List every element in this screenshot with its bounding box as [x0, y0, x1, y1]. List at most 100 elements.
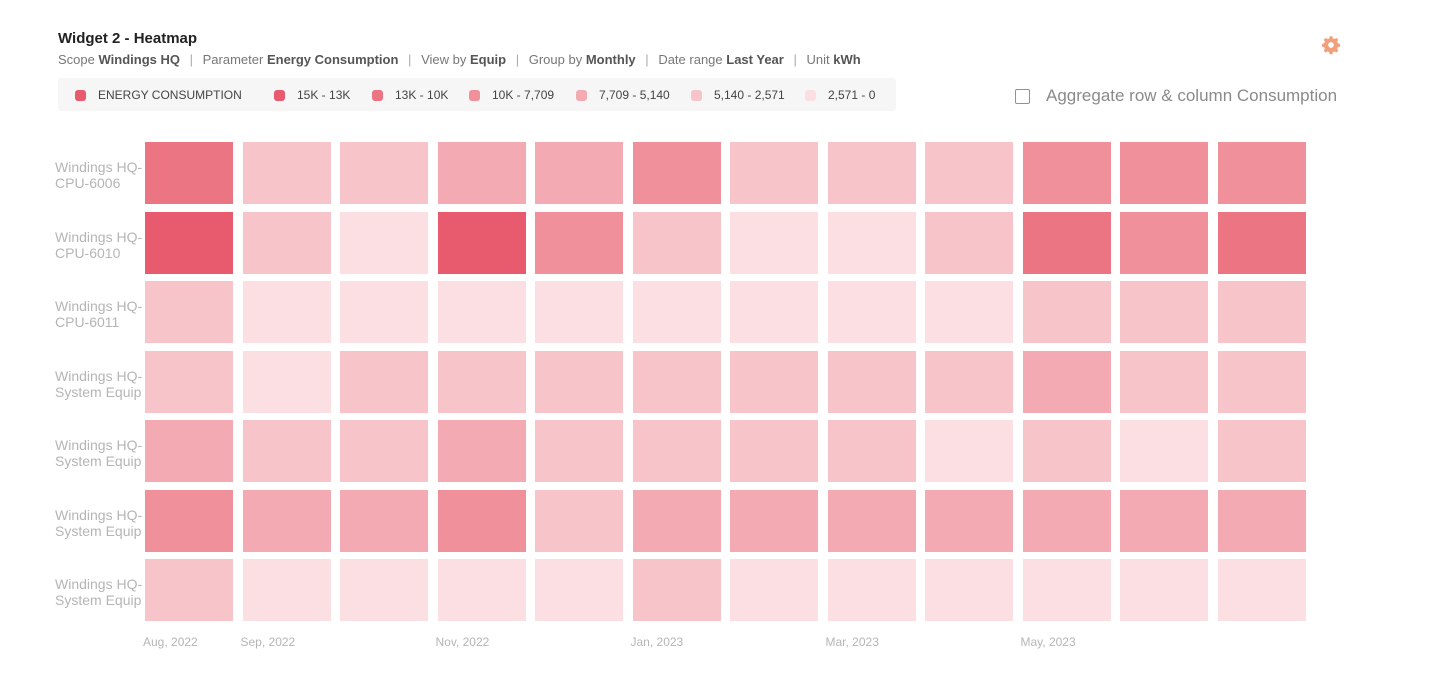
gear-icon[interactable] [1321, 35, 1341, 55]
heatmap-cell[interactable] [827, 350, 916, 413]
heatmap-cell[interactable] [925, 489, 1013, 552]
heatmap-cell[interactable] [145, 142, 233, 204]
groupby-value: Monthly [585, 52, 636, 67]
heatmap-cell[interactable] [340, 281, 428, 343]
heatmap-cell[interactable] [632, 489, 721, 552]
heatmap-cell[interactable] [145, 211, 233, 274]
heatmap-cell[interactable] [827, 211, 916, 274]
row-label: Windings HQ-CPU-6006 [55, 159, 143, 191]
unit-label: Unit [806, 52, 830, 67]
aggregate-checkbox[interactable] [1015, 88, 1030, 104]
heatmap-cell[interactable] [925, 211, 1013, 274]
heatmap-cell[interactable] [827, 281, 916, 343]
heatmap-cell[interactable] [1120, 559, 1208, 621]
heatmap-cell[interactable] [1022, 281, 1111, 343]
heatmap-cell[interactable] [827, 142, 916, 204]
heatmap-cell[interactable] [145, 489, 233, 552]
legend-range-5: 5,140 - 2,571 [691, 88, 785, 102]
heatmap-cell[interactable] [1217, 281, 1306, 343]
heatmap-cell[interactable] [730, 142, 818, 204]
heatmap-cell[interactable] [632, 142, 721, 204]
heatmap-cell[interactable] [1120, 281, 1208, 343]
legend-series: ENERGY CONSUMPTION [75, 88, 242, 102]
heatmap-cell[interactable] [437, 489, 526, 552]
heatmap-cell[interactable] [632, 420, 721, 482]
scope-label: Scope [58, 52, 95, 67]
heatmap-cell[interactable] [535, 211, 623, 274]
heatmap-cell[interactable] [1217, 489, 1306, 552]
heatmap-cell[interactable] [437, 559, 526, 621]
heatmap-cell[interactable] [1217, 559, 1306, 621]
heatmap-cell[interactable] [145, 559, 233, 621]
heatmap-cell[interactable] [535, 350, 623, 413]
heatmap-cell[interactable] [1022, 420, 1111, 482]
heatmap-cell[interactable] [1022, 559, 1111, 621]
heatmap-cell[interactable] [242, 489, 331, 552]
heatmap-cell[interactable] [340, 142, 428, 204]
heatmap-cell[interactable] [437, 350, 526, 413]
heatmap-cell[interactable] [242, 142, 331, 204]
legend-range-label: 13K - 10K [395, 88, 449, 102]
heatmap-cell[interactable] [535, 559, 623, 621]
heatmap-cell[interactable] [242, 281, 331, 343]
separator: | [189, 52, 194, 67]
heatmap-cell[interactable] [437, 420, 526, 482]
heatmap-cell[interactable] [242, 211, 331, 274]
heatmap-cell[interactable] [1120, 142, 1208, 204]
heatmap-cell[interactable] [730, 489, 818, 552]
heatmap-cell[interactable] [827, 559, 916, 621]
heatmap-cell[interactable] [1120, 489, 1208, 552]
heatmap-cell[interactable] [437, 211, 526, 274]
x-tick-label: Aug, 2022 [143, 635, 198, 649]
heatmap-cell[interactable] [1120, 211, 1208, 274]
heatmap-cell[interactable] [730, 420, 818, 482]
heatmap-cell[interactable] [730, 559, 818, 621]
heatmap-cell[interactable] [535, 420, 623, 482]
heatmap-cell[interactable] [340, 420, 428, 482]
heatmap-cell[interactable] [535, 142, 623, 204]
heatmap-cell[interactable] [1120, 420, 1208, 482]
heatmap-cell[interactable] [925, 281, 1013, 343]
heatmap-cell[interactable] [242, 559, 331, 621]
x-tick-label: May, 2023 [1020, 635, 1076, 649]
heatmap-cell[interactable] [145, 420, 233, 482]
heatmap-cell[interactable] [1022, 350, 1111, 413]
heatmap-cell[interactable] [242, 420, 331, 482]
heatmap-cell[interactable] [437, 142, 526, 204]
heatmap-cell[interactable] [730, 211, 818, 274]
heatmap-cell[interactable] [1120, 350, 1208, 413]
heatmap-cell[interactable] [925, 420, 1013, 482]
heatmap-cell[interactable] [827, 489, 916, 552]
heatmap-cell[interactable] [1217, 420, 1306, 482]
aggregate-toggle[interactable]: Aggregate row & column Consumption [1015, 86, 1337, 106]
heatmap-cell[interactable] [145, 281, 233, 343]
heatmap-cell[interactable] [340, 211, 428, 274]
heatmap-cell[interactable] [437, 281, 526, 343]
heatmap-cell[interactable] [1022, 211, 1111, 274]
heatmap-cell[interactable] [1022, 489, 1111, 552]
heatmap-cell[interactable] [242, 350, 331, 413]
heatmap-cell[interactable] [730, 281, 818, 343]
heatmap-cell[interactable] [1217, 211, 1306, 274]
heatmap-cell[interactable] [535, 489, 623, 552]
heatmap-cell[interactable] [145, 350, 233, 413]
heatmap-cell[interactable] [925, 350, 1013, 413]
heatmap-cell[interactable] [1022, 142, 1111, 204]
heatmap-cell[interactable] [1217, 350, 1306, 413]
heatmap-cell[interactable] [340, 559, 428, 621]
heatmap-cell[interactable] [535, 281, 623, 343]
x-tick-label: Mar, 2023 [825, 635, 879, 649]
row-label: Windings HQ-System Equip [55, 576, 143, 608]
heatmap-cell[interactable] [632, 350, 721, 413]
heatmap-cell[interactable] [730, 350, 818, 413]
heatmap-cell[interactable] [340, 489, 428, 552]
heatmap-cell[interactable] [340, 350, 428, 413]
heatmap-cell[interactable] [827, 420, 916, 482]
heatmap-cell[interactable] [1217, 142, 1306, 204]
row-label: Windings HQ-CPU-6010 [55, 228, 143, 261]
heatmap-cell[interactable] [632, 211, 721, 274]
heatmap-cell[interactable] [925, 142, 1013, 204]
heatmap-cell[interactable] [632, 559, 721, 621]
heatmap-cell[interactable] [632, 281, 721, 343]
heatmap-cell[interactable] [925, 559, 1013, 621]
